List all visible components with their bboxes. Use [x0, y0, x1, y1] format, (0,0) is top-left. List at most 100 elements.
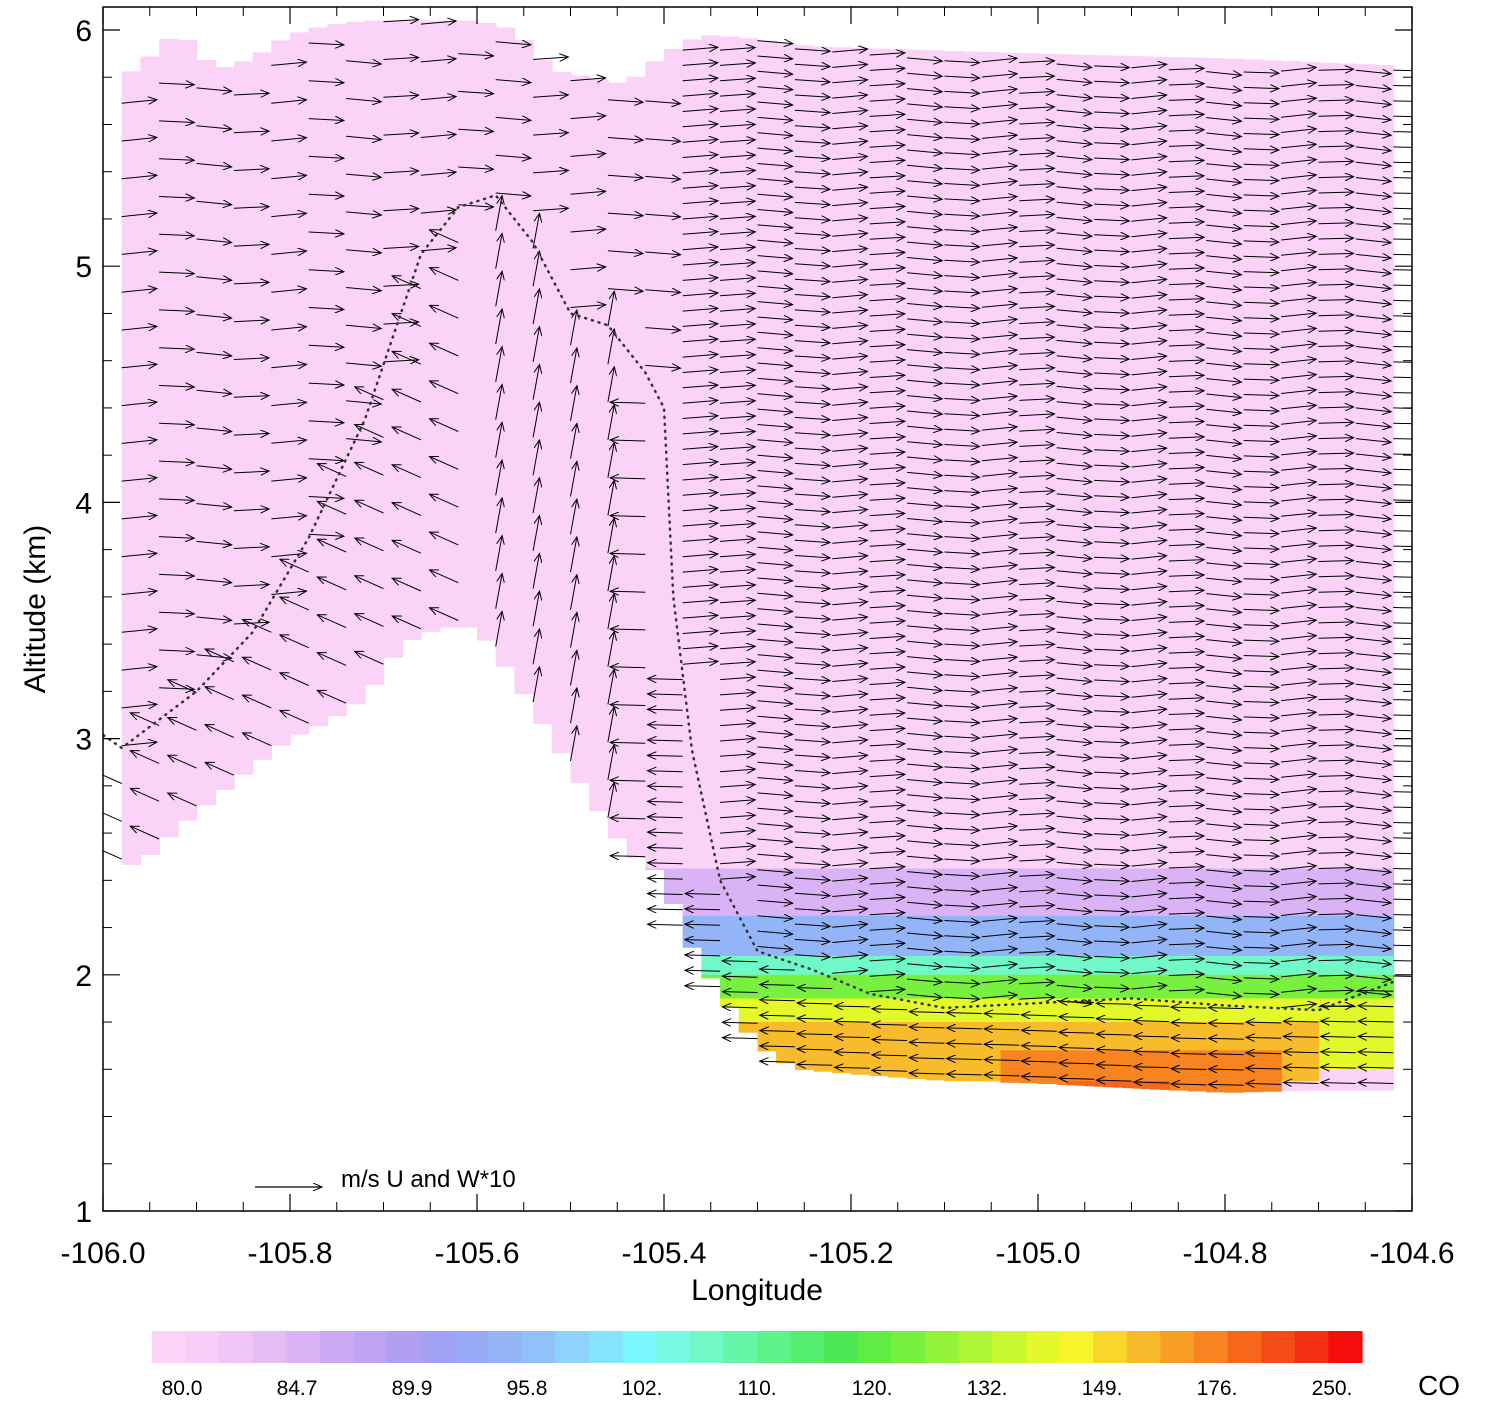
wind-arrow	[869, 606, 905, 608]
wind-arrow	[682, 585, 718, 588]
wind-arrow	[420, 172, 456, 175]
wind-arrow	[607, 367, 614, 403]
wind-arrow	[685, 955, 721, 956]
wind-arrow	[794, 218, 830, 220]
wind-arrow	[685, 940, 721, 941]
colorbar-swatch	[689, 1331, 724, 1363]
co-layer-cell	[701, 955, 721, 979]
colorbar-label: 132.	[967, 1377, 1008, 1400]
wind-arrow	[869, 268, 905, 270]
wind-arrow	[532, 516, 539, 551]
wind-arrow	[832, 356, 867, 359]
wind-arrow	[720, 631, 755, 634]
wind-arrow	[355, 538, 384, 552]
wind-arrow	[570, 310, 577, 346]
wind-arrow	[355, 425, 384, 438]
wind-arrow	[720, 232, 755, 235]
wind-arrow	[648, 848, 683, 849]
wind-arrow	[682, 447, 718, 450]
co-layer-cell	[963, 1022, 983, 1081]
co-layer-cell	[1122, 1081, 1142, 1089]
wind-arrow	[757, 578, 793, 581]
co-layer-cell	[757, 1022, 777, 1052]
wind-arrow	[722, 1038, 758, 1039]
wind-arrow	[308, 345, 344, 347]
co-column	[626, 76, 647, 858]
wind-arrow	[1393, 315, 1412, 317]
wind-arrow	[196, 239, 232, 243]
colorbar-label: 95.8	[507, 1377, 548, 1400]
wind-arrow	[720, 815, 755, 818]
wind-arrow	[760, 1061, 795, 1062]
co-column	[477, 22, 497, 641]
wind-arrow	[832, 49, 867, 52]
wind-arrow	[722, 992, 758, 993]
wind-arrow	[648, 694, 683, 695]
co-layer-cell	[1000, 1050, 1021, 1083]
wind-arrow	[794, 233, 830, 235]
wind-arrow	[869, 805, 905, 807]
colorbar-label: 84.7	[277, 1377, 318, 1400]
wind-arrow	[794, 540, 830, 542]
colorbar-swatch	[1193, 1331, 1229, 1363]
wind-arrow	[794, 172, 830, 174]
colorbar-swatch	[1227, 1331, 1262, 1363]
wind-arrow	[159, 83, 194, 85]
wind-arrow	[1393, 714, 1412, 716]
wind-arrow	[720, 539, 755, 542]
co-layer-cell	[794, 1022, 815, 1070]
wind-arrow	[532, 591, 539, 627]
wind-arrow	[533, 208, 568, 211]
wind-arrow	[196, 277, 232, 281]
wind-arrow	[832, 939, 867, 942]
wind-arrow	[648, 817, 683, 818]
wind-arrow	[869, 498, 905, 500]
wind-arrow	[757, 824, 793, 827]
wind-arrow	[196, 352, 232, 356]
co-layer-cell	[907, 1022, 927, 1079]
wind-arrow	[317, 577, 347, 591]
colorbar-label: 176.	[1197, 1377, 1238, 1400]
wind-arrow	[233, 358, 269, 360]
wind-arrow	[159, 272, 194, 274]
wind-arrow	[430, 230, 459, 244]
wind-arrow	[355, 500, 384, 514]
wind-arrow	[168, 793, 197, 807]
wind-arrow	[869, 513, 905, 515]
wind-arrow	[794, 510, 830, 512]
wind-arrow	[420, 21, 456, 24]
colorbar-swatch	[790, 1331, 825, 1363]
co-layer-cell	[888, 1022, 908, 1078]
wind-arrow	[794, 586, 830, 588]
wind-arrow	[495, 80, 531, 83]
wind-arrow	[720, 585, 755, 588]
wind-arrow	[720, 769, 755, 772]
wind-arrow	[607, 631, 614, 667]
co-layer-cell	[1374, 998, 1395, 1070]
co-column	[439, 20, 460, 628]
wind-arrow	[760, 1000, 795, 1001]
wind-arrow	[682, 339, 718, 342]
wind-arrow	[392, 540, 422, 554]
colorbar-swatch	[555, 1331, 590, 1363]
wind-arrow	[121, 326, 157, 330]
wind-arrow	[1393, 898, 1412, 901]
wind-arrow	[383, 95, 419, 97]
wind-arrow	[682, 646, 718, 649]
wind-arrow	[794, 847, 830, 849]
co-column	[514, 40, 534, 695]
wind-arrow	[1393, 223, 1412, 225]
wind-arrow	[648, 863, 683, 864]
co-layer-cell	[1355, 998, 1376, 1070]
wind-arrow	[607, 783, 614, 818]
wind-arrow	[392, 351, 422, 365]
wind-arrow	[233, 433, 269, 435]
wind-arrow	[869, 329, 905, 331]
wind-arrow	[346, 61, 381, 64]
wind-arrow	[570, 726, 577, 762]
wind-arrow	[607, 329, 614, 365]
wind-arrow	[532, 251, 539, 287]
wind-arrow	[233, 131, 269, 133]
wind-arrow	[355, 387, 384, 401]
wind-arrow	[869, 713, 905, 715]
